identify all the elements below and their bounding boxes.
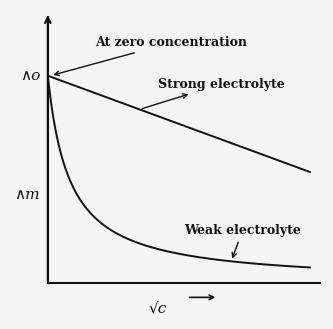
Text: At zero concentration: At zero concentration xyxy=(55,36,247,76)
Text: √c: √c xyxy=(149,301,167,315)
Text: Weak electrolyte: Weak electrolyte xyxy=(184,224,301,257)
Text: ∧o: ∧o xyxy=(20,69,40,83)
Text: Strong electrolyte: Strong electrolyte xyxy=(142,78,285,109)
Text: ∧m: ∧m xyxy=(14,188,40,202)
